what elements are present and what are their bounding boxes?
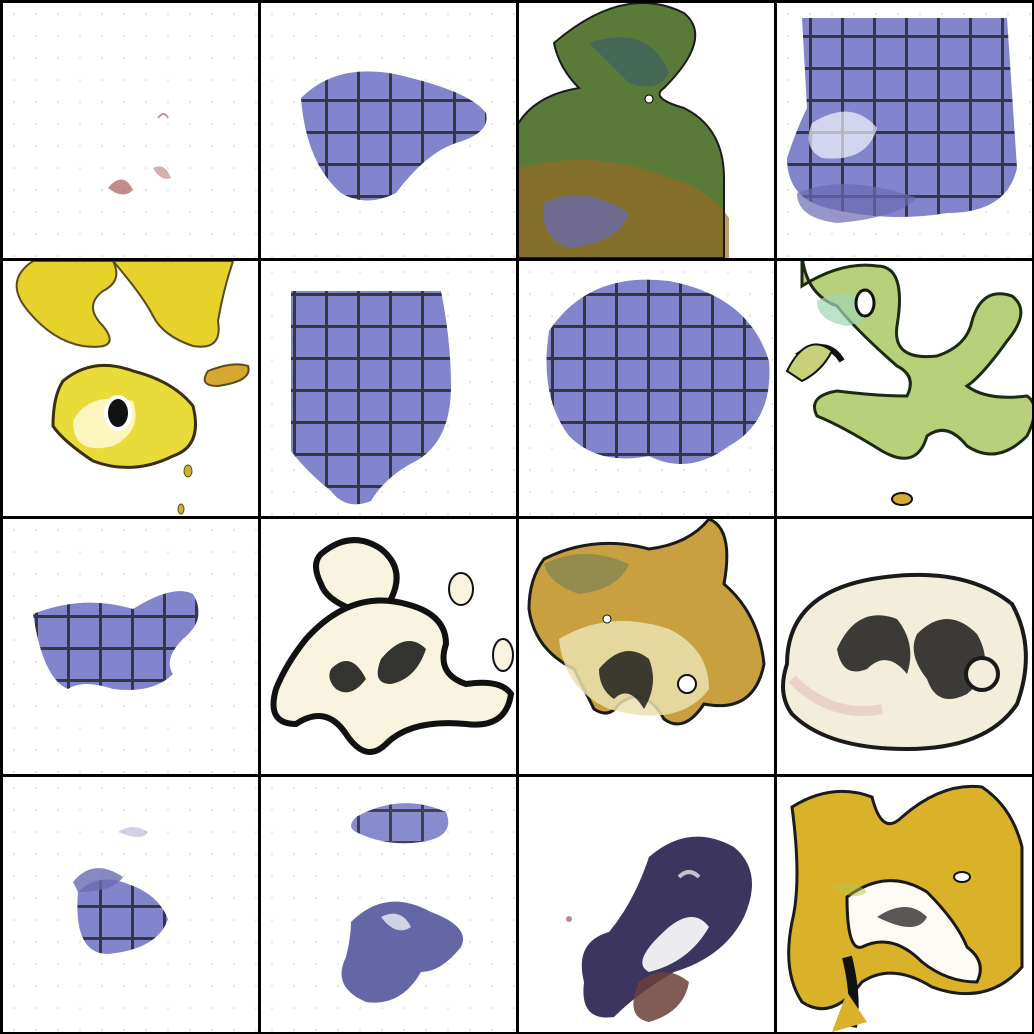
grid-tile-1 xyxy=(3,3,258,258)
tile-16-image xyxy=(787,784,1024,1032)
tile-7-image xyxy=(519,261,774,516)
grid-tile-16 xyxy=(777,777,1032,1032)
tile-10-image xyxy=(270,537,515,755)
grid-tile-12 xyxy=(777,519,1032,774)
tile-11-image xyxy=(527,519,766,726)
tile-6-image xyxy=(261,261,516,516)
grid-tile-8 xyxy=(777,261,1032,516)
grid-tile-9 xyxy=(3,519,258,774)
grid-tile-13 xyxy=(3,777,258,1032)
grid-tile-10 xyxy=(261,519,516,774)
tile-1-image xyxy=(3,3,258,258)
tile-8-image xyxy=(785,261,1032,506)
tile-13-image xyxy=(3,777,258,1032)
grid-tile-7 xyxy=(519,261,774,516)
tile-2-image xyxy=(261,3,516,258)
grid-tile-2 xyxy=(261,3,516,258)
grid-tile-15 xyxy=(519,777,774,1032)
tile-14-image xyxy=(261,777,516,1032)
tile-5-image xyxy=(15,261,250,515)
tile-12-image xyxy=(781,572,1028,752)
grid-tile-11 xyxy=(519,519,774,774)
tile-3-image xyxy=(519,3,729,258)
grid-tile-3 xyxy=(519,3,774,258)
grid-tile-4 xyxy=(777,3,1032,258)
grid-tile-6 xyxy=(261,261,516,516)
tile-15-image xyxy=(566,836,752,1022)
tile-4-image xyxy=(777,3,1032,258)
grid-tile-14 xyxy=(261,777,516,1032)
tile-9-image xyxy=(3,519,258,774)
grid-tile-5 xyxy=(3,261,258,516)
